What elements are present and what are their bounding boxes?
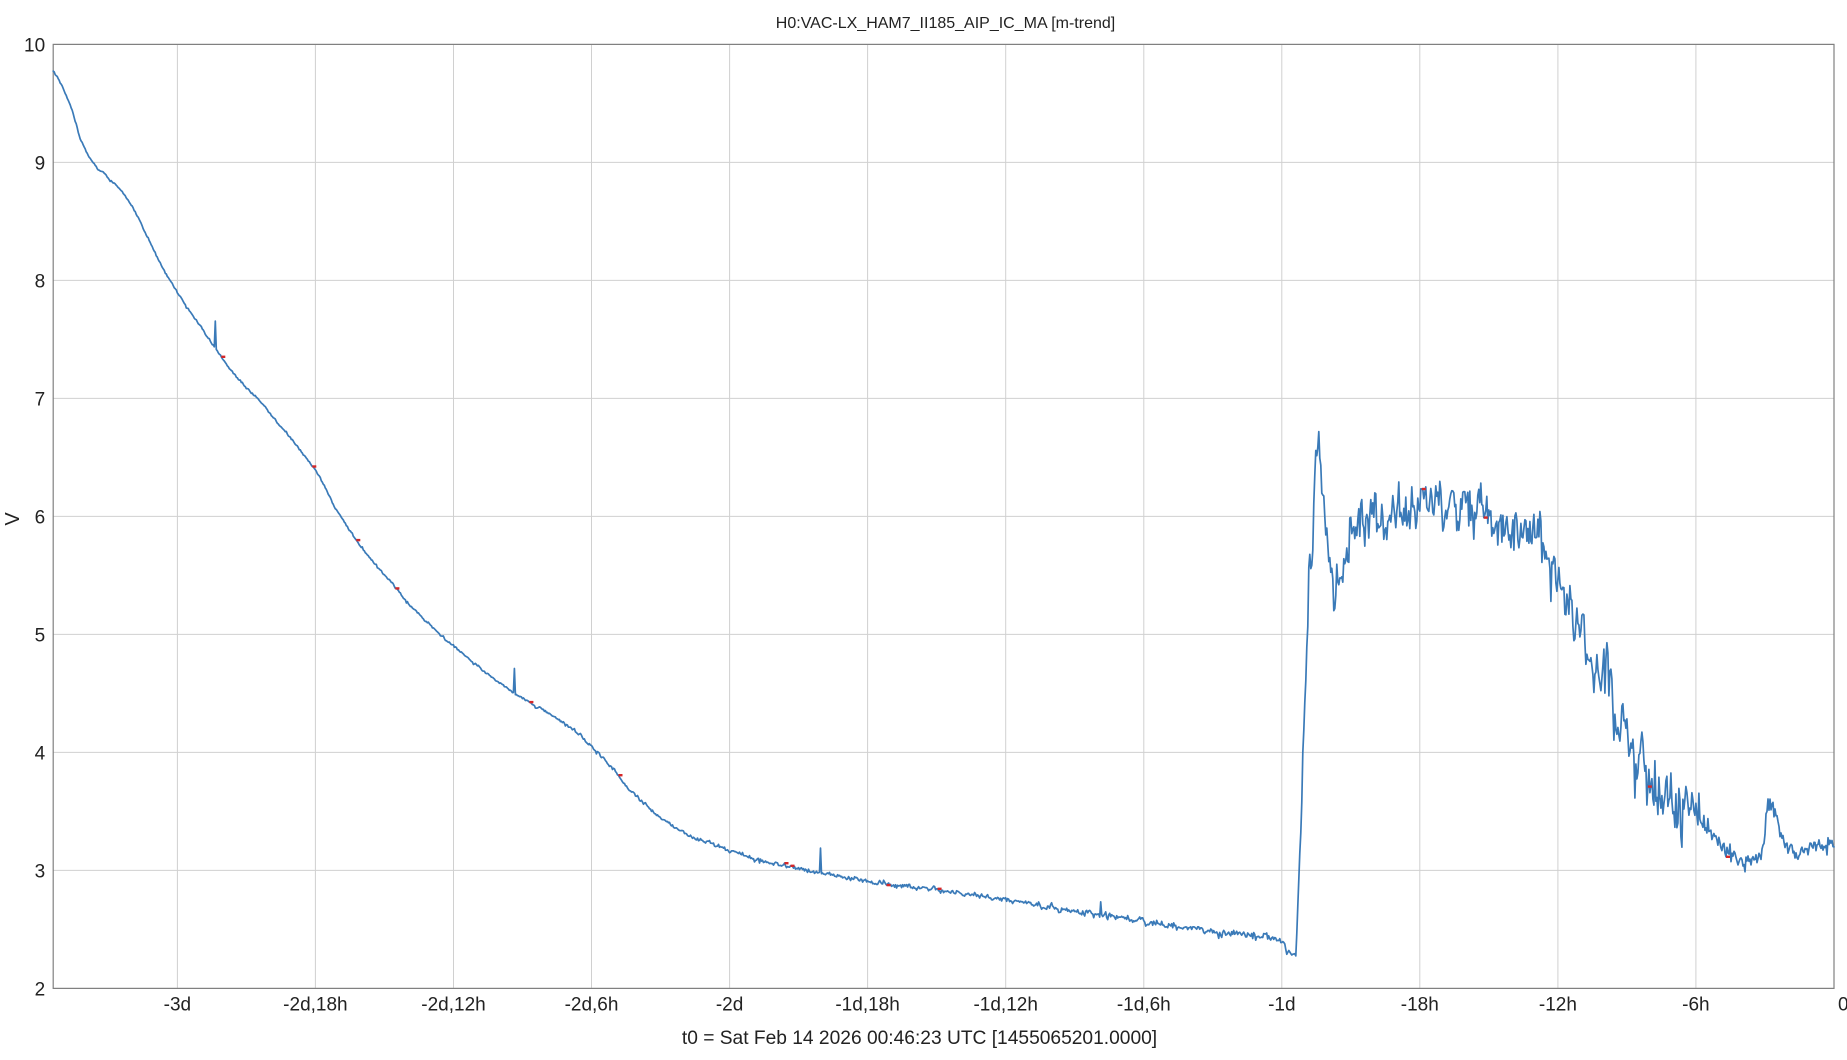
svg-text:-1d: -1d (1268, 994, 1295, 1015)
svg-text:9: 9 (35, 153, 46, 174)
svg-text:2: 2 (35, 979, 46, 1000)
svg-text:-18h: -18h (1401, 994, 1439, 1015)
svg-text:8: 8 (35, 271, 46, 292)
svg-text:-2d,6h: -2d,6h (565, 994, 619, 1015)
svg-text:3: 3 (35, 861, 46, 882)
svg-text:-6h: -6h (1682, 994, 1709, 1015)
svg-text:10: 10 (24, 35, 45, 56)
svg-text:-2d,18h: -2d,18h (283, 994, 347, 1015)
svg-text:5: 5 (35, 625, 46, 646)
svg-text:-3d: -3d (164, 994, 191, 1015)
svg-text:-1d,12h: -1d,12h (973, 994, 1037, 1015)
svg-text:-12h: -12h (1539, 994, 1577, 1015)
svg-text:4: 4 (35, 743, 46, 764)
svg-text:0: 0 (1838, 994, 1847, 1015)
svg-text:-2d,12h: -2d,12h (421, 994, 485, 1015)
svg-text:7: 7 (35, 389, 46, 410)
svg-text:-1d,6h: -1d,6h (1117, 994, 1171, 1015)
svg-text:6: 6 (35, 507, 46, 528)
svg-text:-2d: -2d (716, 994, 743, 1015)
svg-text:-1d,18h: -1d,18h (835, 994, 899, 1015)
